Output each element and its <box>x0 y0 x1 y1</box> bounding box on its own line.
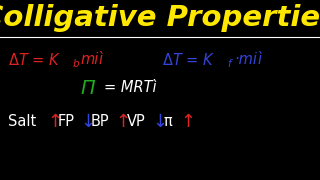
Text: mi: mi <box>80 53 98 68</box>
Text: π: π <box>163 114 172 129</box>
Text: Colligative Properties: Colligative Properties <box>0 4 320 32</box>
Text: f: f <box>227 59 231 69</box>
Text: ì: ì <box>257 53 261 68</box>
Text: ↑: ↑ <box>180 113 195 131</box>
Text: VP: VP <box>127 114 146 129</box>
Text: $\Delta$T = K: $\Delta$T = K <box>162 52 215 68</box>
Text: ↑: ↑ <box>115 113 130 131</box>
Text: ↓: ↓ <box>152 113 167 131</box>
Text: b: b <box>73 59 80 69</box>
Text: BP: BP <box>91 114 110 129</box>
Text: Π: Π <box>80 78 95 98</box>
Text: Salt: Salt <box>8 114 36 129</box>
Text: ↓: ↓ <box>80 113 95 131</box>
Text: FP: FP <box>58 114 75 129</box>
Text: $\Delta$T = K: $\Delta$T = K <box>8 52 61 68</box>
Text: ·mi: ·mi <box>234 53 257 68</box>
Text: ↑: ↑ <box>47 113 62 131</box>
Text: ì: ì <box>98 53 102 68</box>
Text: = MRTì: = MRTì <box>104 80 156 96</box>
